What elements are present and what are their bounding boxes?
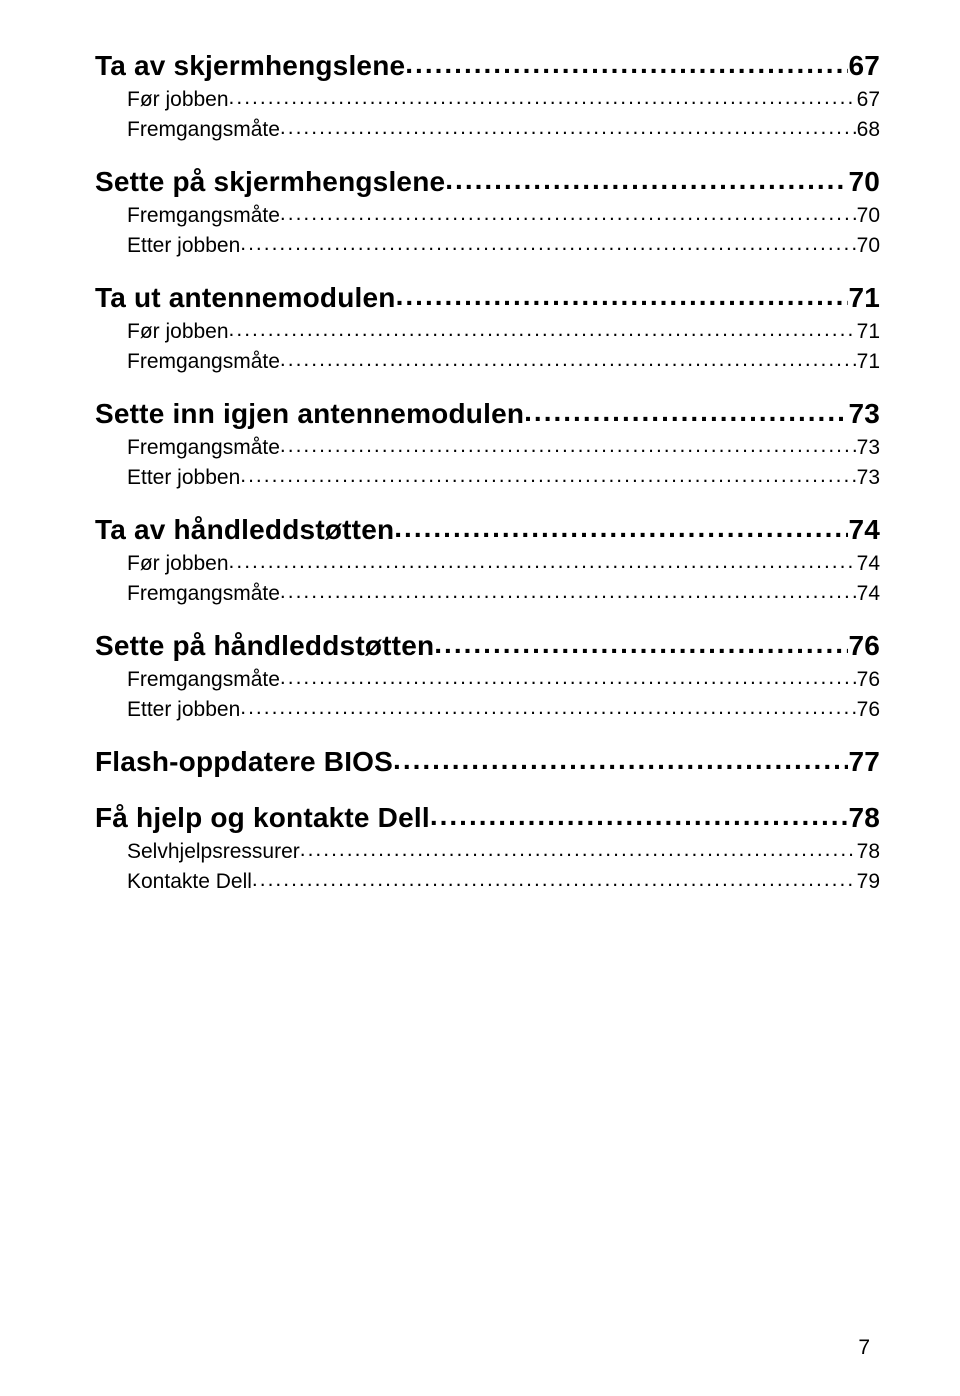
- toc-entry-label: Sette på håndleddstøtten: [95, 630, 434, 662]
- toc-container: Ta av skjermhengslene 67Før jobben 67Fre…: [95, 50, 880, 894]
- toc-leader-dots: [240, 466, 856, 488]
- toc-page: Ta av skjermhengslene 67Før jobben 67Fre…: [0, 0, 960, 1396]
- toc-entry-label: Før jobben: [127, 320, 229, 344]
- toc-entry-label: Etter jobben: [127, 698, 240, 722]
- page-number: 7: [858, 1336, 870, 1360]
- toc-entry-page: 76: [848, 630, 880, 662]
- toc-entry-label: Før jobben: [127, 552, 229, 576]
- toc-leader-dots: [229, 320, 857, 342]
- toc-entry-label: Kontakte Dell: [127, 870, 252, 894]
- toc-entry-page: 74: [857, 582, 880, 606]
- toc-entry-page: 79: [857, 870, 880, 894]
- toc-subentry: Før jobben 74: [95, 552, 880, 576]
- toc-leader-dots: [445, 166, 848, 196]
- toc-entry-page: 73: [857, 436, 880, 460]
- toc-subentry: Fremgangsmåte 70: [95, 204, 880, 228]
- toc-entry-page: 67: [848, 50, 880, 82]
- toc-entry-label: Ta av skjermhengslene: [95, 50, 405, 82]
- toc-entry-label: Fremgangsmåte: [127, 118, 280, 142]
- toc-entry-label: Fremgangsmåte: [127, 436, 280, 460]
- toc-entry-label: Fremgangsmåte: [127, 204, 280, 228]
- toc-entry-label: Fremgangsmåte: [127, 582, 280, 606]
- toc-entry-label: Før jobben: [127, 88, 229, 112]
- toc-subentry: Etter jobben 73: [95, 466, 880, 490]
- toc-leader-dots: [300, 840, 857, 862]
- toc-entry-label: Ta ut antennemodulen: [95, 282, 396, 314]
- toc-entry-page: 71: [857, 350, 880, 374]
- toc-entry-page: 70: [857, 204, 880, 228]
- toc-subentry: Fremgangsmåte 76: [95, 668, 880, 692]
- toc-entry-label: Ta av håndleddstøtten: [95, 514, 394, 546]
- toc-subentry: Fremgangsmåte 73: [95, 436, 880, 460]
- toc-subentry: Etter jobben 76: [95, 698, 880, 722]
- toc-section-heading: Sette på skjermhengslene 70: [95, 166, 880, 198]
- toc-entry-label: Fremgangsmåte: [127, 668, 280, 692]
- toc-entry-page: 73: [857, 466, 880, 490]
- toc-entry-label: Selvhjelpsressurer: [127, 840, 300, 864]
- toc-leader-dots: [394, 514, 848, 544]
- toc-subentry: Etter jobben 70: [95, 234, 880, 258]
- toc-leader-dots: [280, 118, 857, 140]
- toc-entry-label: Etter jobben: [127, 234, 240, 258]
- toc-entry-page: 78: [848, 802, 880, 834]
- toc-section-heading: Ta av skjermhengslene 67: [95, 50, 880, 82]
- toc-subentry: Selvhjelpsressurer 78: [95, 840, 880, 864]
- toc-section-heading: Sette inn igjen antennemodulen 73: [95, 398, 880, 430]
- toc-entry-page: 67: [857, 88, 880, 112]
- toc-entry-label: Etter jobben: [127, 466, 240, 490]
- toc-leader-dots: [280, 204, 857, 226]
- toc-subentry: Før jobben 71: [95, 320, 880, 344]
- toc-entry-label: Sette på skjermhengslene: [95, 166, 445, 198]
- toc-entry-label: Fremgangsmåte: [127, 350, 280, 374]
- toc-entry-label: Sette inn igjen antennemodulen: [95, 398, 524, 430]
- toc-entry-page: 74: [857, 552, 880, 576]
- toc-entry-page: 71: [848, 282, 880, 314]
- toc-leader-dots: [280, 582, 857, 604]
- toc-leader-dots: [434, 630, 848, 660]
- toc-section-heading: Sette på håndleddstøtten 76: [95, 630, 880, 662]
- toc-section-heading: Ta av håndleddstøtten 74: [95, 514, 880, 546]
- toc-section-heading: Flash-oppdatere BIOS 77: [95, 746, 880, 778]
- toc-section-heading: Ta ut antennemodulen 71: [95, 282, 880, 314]
- toc-subentry: Kontakte Dell 79: [95, 870, 880, 894]
- toc-entry-label: Få hjelp og kontakte Dell: [95, 802, 430, 834]
- toc-leader-dots: [252, 870, 857, 892]
- toc-leader-dots: [240, 234, 856, 256]
- toc-leader-dots: [524, 398, 848, 428]
- toc-leader-dots: [430, 802, 849, 832]
- toc-subentry: Før jobben 67: [95, 88, 880, 112]
- toc-subentry: Fremgangsmåte 68: [95, 118, 880, 142]
- toc-entry-page: 74: [848, 514, 880, 546]
- toc-entry-page: 76: [857, 698, 880, 722]
- toc-leader-dots: [393, 746, 848, 776]
- toc-entry-page: 71: [857, 320, 880, 344]
- toc-section-heading: Få hjelp og kontakte Dell 78: [95, 802, 880, 834]
- toc-subentry: Fremgangsmåte 74: [95, 582, 880, 606]
- toc-entry-page: 70: [848, 166, 880, 198]
- toc-leader-dots: [280, 436, 857, 458]
- toc-leader-dots: [280, 668, 857, 690]
- toc-leader-dots: [396, 282, 849, 312]
- toc-entry-page: 78: [857, 840, 880, 864]
- toc-entry-label: Flash-oppdatere BIOS: [95, 746, 393, 778]
- toc-entry-page: 70: [857, 234, 880, 258]
- toc-leader-dots: [229, 88, 857, 110]
- toc-leader-dots: [405, 50, 848, 80]
- toc-entry-page: 77: [848, 746, 880, 778]
- toc-leader-dots: [240, 698, 856, 720]
- toc-leader-dots: [280, 350, 857, 372]
- toc-entry-page: 73: [848, 398, 880, 430]
- toc-leader-dots: [229, 552, 857, 574]
- toc-entry-page: 68: [857, 118, 880, 142]
- toc-subentry: Fremgangsmåte 71: [95, 350, 880, 374]
- toc-entry-page: 76: [857, 668, 880, 692]
